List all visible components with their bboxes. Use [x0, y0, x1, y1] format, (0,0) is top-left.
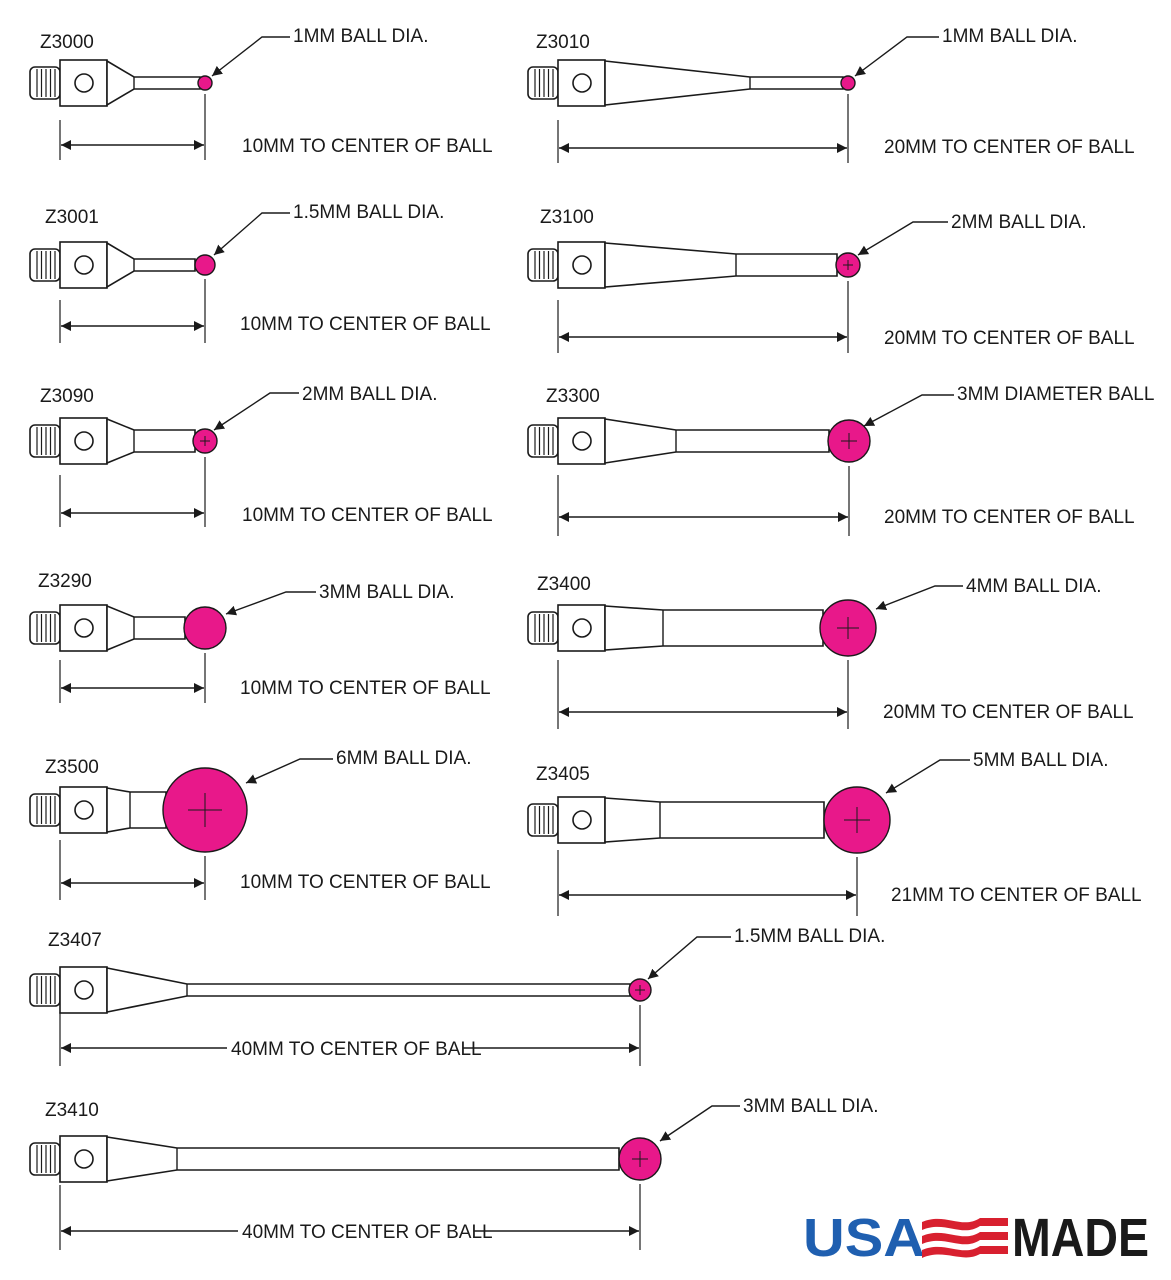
model-label: Z3500: [45, 757, 99, 778]
callout-leader: [225, 591, 316, 616]
ball-dia-label: 1MM BALL DIA.: [942, 26, 1078, 47]
stylus-stem: [604, 60, 844, 106]
body-hole: [74, 73, 94, 93]
ball-dia-label: 2MM BALL DIA.: [951, 212, 1087, 233]
ruby-ball: [194, 254, 216, 276]
callout-leader: [647, 936, 731, 980]
dimension-label: 20MM TO CENTER OF BALL: [883, 702, 1134, 723]
body-hole: [74, 800, 94, 820]
stylus-z3000: Z3000 1MM BALL DIA. 10MM TO CENTER OF BALL: [29, 26, 493, 160]
model-label: Z3010: [536, 32, 590, 53]
model-label: Z3407: [48, 930, 102, 951]
stylus-stem: [106, 604, 186, 652]
model-label: Z3000: [40, 32, 94, 53]
stylus-z3405: Z3405 5MM BALL DIA. 21MM TO CENTER OF BALL: [527, 750, 1142, 916]
callout-leader: [885, 759, 970, 794]
dimension-label: 20MM TO CENTER OF BALL: [884, 507, 1135, 528]
model-label: Z3300: [546, 386, 600, 407]
stylus-stem: [106, 1136, 620, 1182]
model-label: Z3405: [536, 764, 590, 785]
stylus-stem: [106, 787, 167, 833]
ball-dia-label: 1.5MM BALL DIA.: [734, 926, 885, 947]
dimension-label: 10MM TO CENTER OF BALL: [242, 505, 493, 526]
stylus-stem: [106, 417, 196, 465]
stylus-z3400: Z3400 4MM BALL DIA. 20MM TO CENTER OF BALL: [527, 574, 1134, 729]
stylus-z3100: Z3100 2MM BALL DIA. 20MM TO CENTER OF BALL: [527, 207, 1135, 353]
stylus-z3500: Z3500 6MM BALL DIA. 10MM TO CENTER OF BALL: [29, 748, 491, 900]
stylus-stem: [604, 797, 825, 843]
stylus-z3090: Z3090 2MM BALL DIA. 10MM TO CENTER OF BALL: [29, 384, 493, 527]
stylus-z3010: Z3010 1MM BALL DIA. 20MM TO CENTER OF BALL: [527, 26, 1135, 163]
body-hole: [74, 980, 94, 1000]
body-hole: [74, 431, 94, 451]
dim-text-knockout: [238, 1217, 474, 1239]
dim-text-knockout: [227, 1034, 463, 1056]
stylus-stem: [604, 418, 830, 464]
stylus-z3407: Z3407 1.5MM BALL DIA. 40MM TO CENTER OF BA…: [29, 926, 885, 1066]
ruby-ball: [840, 75, 856, 91]
callout-leader: [213, 212, 290, 256]
ball-dia-label: 2MM BALL DIA.: [302, 384, 438, 405]
model-label: Z3400: [537, 574, 591, 595]
stylus-z3290: Z3290 3MM BALL DIA. 10MM TO CENTER OF BALL: [29, 571, 491, 703]
callout-leader: [863, 394, 954, 427]
flag-stripes-icon: [922, 1218, 1008, 1258]
ball-dia-label: 3MM BALL DIA.: [743, 1096, 879, 1117]
body-hole: [74, 1149, 94, 1169]
ball-dia-label: 4MM BALL DIA.: [966, 576, 1102, 597]
model-label: Z3410: [45, 1100, 99, 1121]
callout-leader: [659, 1105, 740, 1142]
stylus-z3300: Z3300 3MM DIAMETER BALL 20MM TO CENTER OF …: [527, 384, 1154, 536]
model-label: Z3100: [540, 207, 594, 228]
ball-dia-label: 6MM BALL DIA.: [336, 748, 472, 769]
body-hole: [572, 73, 592, 93]
callout-leader: [875, 585, 963, 611]
body-hole: [74, 255, 94, 275]
stylus-z3410: Z3410 3MM BALL DIA. 40MM TO CENTER OF BALL: [29, 1096, 879, 1250]
stylus-stem: [106, 967, 631, 1013]
dimension-label: 20MM TO CENTER OF BALL: [884, 137, 1135, 158]
ball-dia-label: 1.5MM BALL DIA.: [293, 202, 444, 223]
stylus-stem: [106, 59, 201, 107]
callout-leader: [211, 36, 290, 77]
dimension-label: 10MM TO CENTER OF BALL: [240, 872, 491, 893]
dimension-label: 10MM TO CENTER OF BALL: [240, 314, 491, 335]
model-label: Z3290: [38, 571, 92, 592]
callout-leader: [213, 392, 299, 431]
ball-dia-label: 5MM BALL DIA.: [973, 750, 1109, 771]
body-hole: [74, 618, 94, 638]
dimension-label: 21MM TO CENTER OF BALL: [891, 885, 1142, 906]
body-hole: [572, 810, 592, 830]
dimension-label: 10MM TO CENTER OF BALL: [240, 678, 491, 699]
body-hole: [572, 431, 592, 451]
ball-dia-label: 1MM BALL DIA.: [293, 26, 429, 47]
logo-word-usa: USA: [803, 1208, 925, 1268]
dimension-label: 40MM TO CENTER OF BALL: [242, 1222, 493, 1243]
model-label: Z3090: [40, 386, 94, 407]
model-label: Z3001: [45, 207, 99, 228]
dimension-label: 20MM TO CENTER OF BALL: [884, 328, 1135, 349]
callout-leader: [245, 758, 333, 784]
stylus-stem: [604, 242, 838, 288]
stylus-stem: [604, 605, 824, 651]
usa-made-logo: USA MADE: [803, 1208, 1149, 1268]
logo-word-made: MADE: [1012, 1208, 1149, 1268]
dimension-label: 10MM TO CENTER OF BALL: [242, 136, 493, 157]
callout-leader: [854, 36, 939, 77]
stylus-stem: [106, 241, 196, 289]
ruby-ball: [197, 75, 213, 91]
body-hole: [572, 618, 592, 638]
ball-dia-label: 3MM DIAMETER BALL: [957, 384, 1154, 405]
stylus-z3001: Z3001 1.5MM BALL DIA. 10MM TO CENTER OF BA…: [29, 202, 491, 343]
callout-leader: [857, 221, 948, 256]
ruby-ball: [183, 606, 227, 650]
body-hole: [572, 255, 592, 275]
dimension-label: 40MM TO CENTER OF BALL: [231, 1039, 482, 1060]
ball-dia-label: 3MM BALL DIA.: [319, 582, 455, 603]
